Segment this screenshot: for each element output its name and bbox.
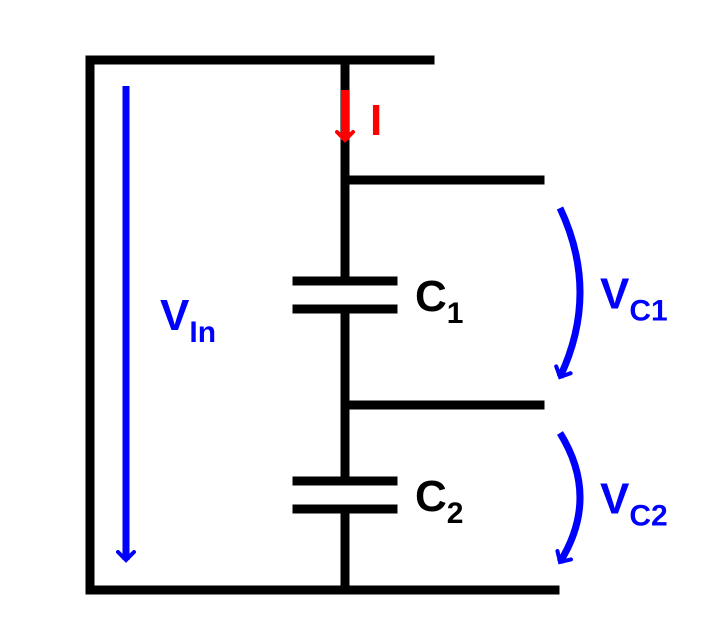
c2-label: C2 [415, 472, 463, 530]
vc1-arrow [560, 208, 580, 377]
capacitive-divider-diagram: VIn I C1 C2 VC1 VC2 [0, 0, 720, 640]
vc2-arrow [560, 433, 580, 562]
c1-label: C1 [415, 272, 463, 330]
i-label: I [370, 96, 382, 145]
vin-label: VIn [160, 291, 216, 349]
vc2-label: VC2 [600, 475, 668, 533]
vc1-label: VC1 [600, 270, 668, 328]
